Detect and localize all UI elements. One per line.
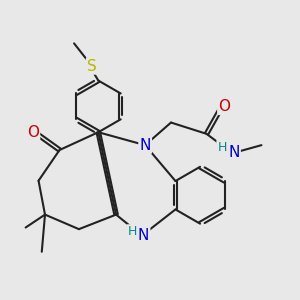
Text: N: N [228, 145, 240, 160]
Text: S: S [87, 58, 97, 74]
Text: H: H [128, 225, 137, 238]
Text: O: O [27, 125, 39, 140]
Text: N: N [138, 228, 149, 243]
Text: O: O [218, 99, 230, 114]
Text: N: N [140, 138, 151, 153]
Text: H: H [218, 141, 227, 154]
